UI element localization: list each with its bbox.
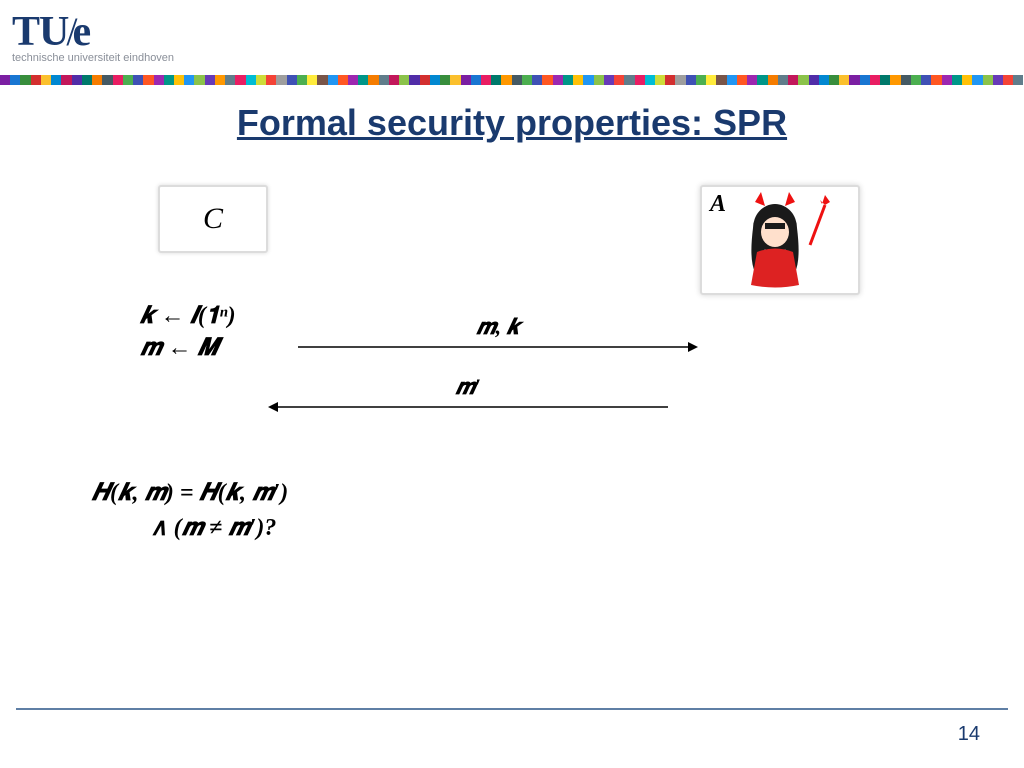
logo-main: TU/e <box>12 8 174 56</box>
footer-divider <box>16 708 1008 710</box>
logo-sub: technische universiteit eindhoven <box>12 52 174 64</box>
challenger-label: C <box>203 202 223 236</box>
arrow-recv-label: 𝒎′ <box>268 374 668 400</box>
arrow-right-icon <box>298 340 698 354</box>
page-number: 14 <box>958 723 980 746</box>
logo: TU/e technische universiteit eindhoven <box>12 8 174 64</box>
arrow-send: 𝒎, 𝒌 <box>298 340 698 359</box>
arrow-send-label: 𝒎, 𝒌 <box>298 314 698 340</box>
slide-title: Formal security properties: SPR <box>0 102 1024 144</box>
slide: TU/e technische universiteit eindhoven F… <box>0 0 1024 768</box>
eq-check2: ∧ (𝒎 ≠ 𝒎′)? <box>150 513 276 542</box>
arrow-left-icon <box>268 400 668 414</box>
eq-check1: 𝑯(𝒌, 𝒎) = 𝑯(𝒌, 𝒎′) <box>92 480 288 507</box>
arrow-recv: 𝒎′ <box>268 400 668 419</box>
challenger-box: C <box>158 185 268 253</box>
adversary-label: A <box>710 191 726 218</box>
devil-icon <box>725 190 835 290</box>
eq-m-sample: 𝒎 ← 𝑴 <box>140 335 218 362</box>
color-stripe <box>0 75 1024 85</box>
adversary-box: A <box>700 185 860 295</box>
eq-k-sample: 𝒌 ← 𝑰(𝟏ⁿ) <box>140 303 236 330</box>
